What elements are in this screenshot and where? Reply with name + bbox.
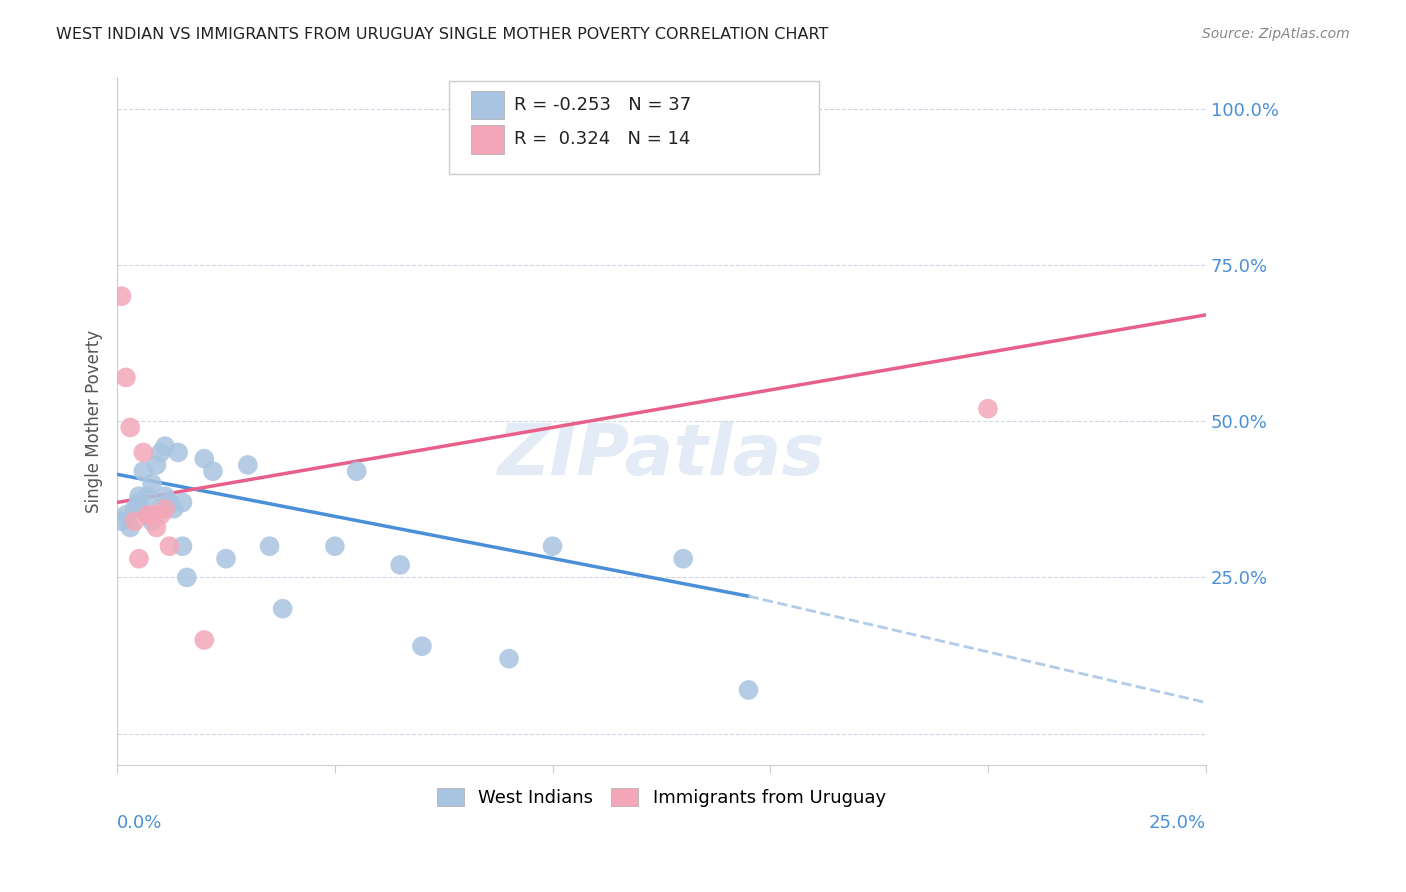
Point xyxy=(120,420,142,434)
Point xyxy=(541,539,564,553)
Point xyxy=(136,508,159,522)
Point xyxy=(977,401,1000,416)
Text: Source: ZipAtlas.com: Source: ZipAtlas.com xyxy=(1202,27,1350,41)
Point xyxy=(172,539,194,553)
Point xyxy=(115,508,138,522)
Point xyxy=(149,501,172,516)
Text: WEST INDIAN VS IMMIGRANTS FROM URUGUAY SINGLE MOTHER POVERTY CORRELATION CHART: WEST INDIAN VS IMMIGRANTS FROM URUGUAY S… xyxy=(56,27,828,42)
Point xyxy=(215,551,238,566)
Point xyxy=(159,495,181,509)
Point xyxy=(176,570,198,584)
Point xyxy=(672,551,695,566)
Point xyxy=(141,476,163,491)
Point xyxy=(153,489,176,503)
Point xyxy=(389,558,412,572)
Point xyxy=(128,551,150,566)
Point xyxy=(159,495,181,509)
Point xyxy=(346,464,368,478)
Point xyxy=(149,445,172,459)
Point xyxy=(136,489,159,503)
Point xyxy=(411,639,433,653)
Point xyxy=(128,489,150,503)
Point xyxy=(141,508,163,522)
Point xyxy=(163,501,186,516)
Point xyxy=(193,451,215,466)
Y-axis label: Single Mother Poverty: Single Mother Poverty xyxy=(86,330,103,513)
Point xyxy=(120,520,142,534)
Point xyxy=(236,458,259,472)
Point xyxy=(145,520,167,534)
Point xyxy=(124,501,146,516)
Point xyxy=(128,495,150,509)
Text: R = -0.253   N = 37: R = -0.253 N = 37 xyxy=(515,96,692,114)
Point xyxy=(323,539,346,553)
Point xyxy=(737,682,759,697)
FancyBboxPatch shape xyxy=(471,125,503,153)
Point xyxy=(110,514,132,528)
Text: 25.0%: 25.0% xyxy=(1149,814,1206,832)
Point xyxy=(115,370,138,384)
FancyBboxPatch shape xyxy=(471,90,503,120)
Point xyxy=(167,445,190,459)
Point xyxy=(201,464,224,478)
Point xyxy=(259,539,281,553)
Point xyxy=(159,539,181,553)
Point xyxy=(153,501,176,516)
Legend: West Indians, Immigrants from Uruguay: West Indians, Immigrants from Uruguay xyxy=(426,777,897,818)
FancyBboxPatch shape xyxy=(449,81,820,174)
Point xyxy=(141,514,163,528)
Text: 0.0%: 0.0% xyxy=(117,814,163,832)
Point xyxy=(271,601,294,615)
Text: R =  0.324   N = 14: R = 0.324 N = 14 xyxy=(515,130,690,148)
Point xyxy=(172,495,194,509)
Point xyxy=(132,464,155,478)
Point xyxy=(136,508,159,522)
Point xyxy=(145,458,167,472)
Point xyxy=(193,632,215,647)
Point xyxy=(153,439,176,453)
Point xyxy=(124,514,146,528)
Point xyxy=(132,445,155,459)
Point xyxy=(498,651,520,665)
Text: ZIPatlas: ZIPatlas xyxy=(498,421,825,490)
Point xyxy=(110,289,132,303)
Point xyxy=(149,508,172,522)
